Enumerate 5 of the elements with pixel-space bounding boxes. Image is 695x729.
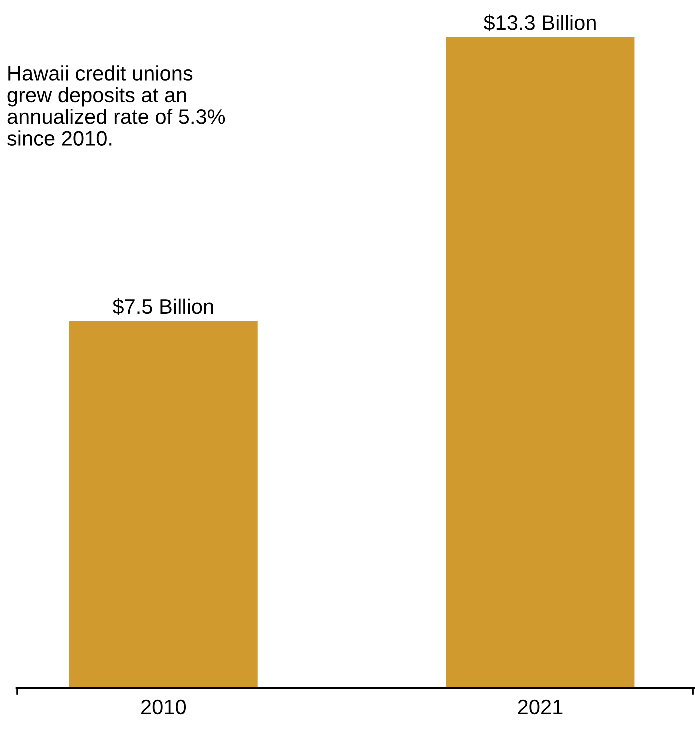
annotation: Hawaii credit unions grew deposits at an annualized rate of 5.3% since 2010.	[8, 66, 226, 146]
x-tick-label: 2021	[518, 700, 563, 715]
x-tick-label: 2010	[142, 700, 186, 715]
data-label: $13.3 Billion	[484, 14, 596, 32]
data-label: $7.5 Billion	[112, 298, 214, 316]
